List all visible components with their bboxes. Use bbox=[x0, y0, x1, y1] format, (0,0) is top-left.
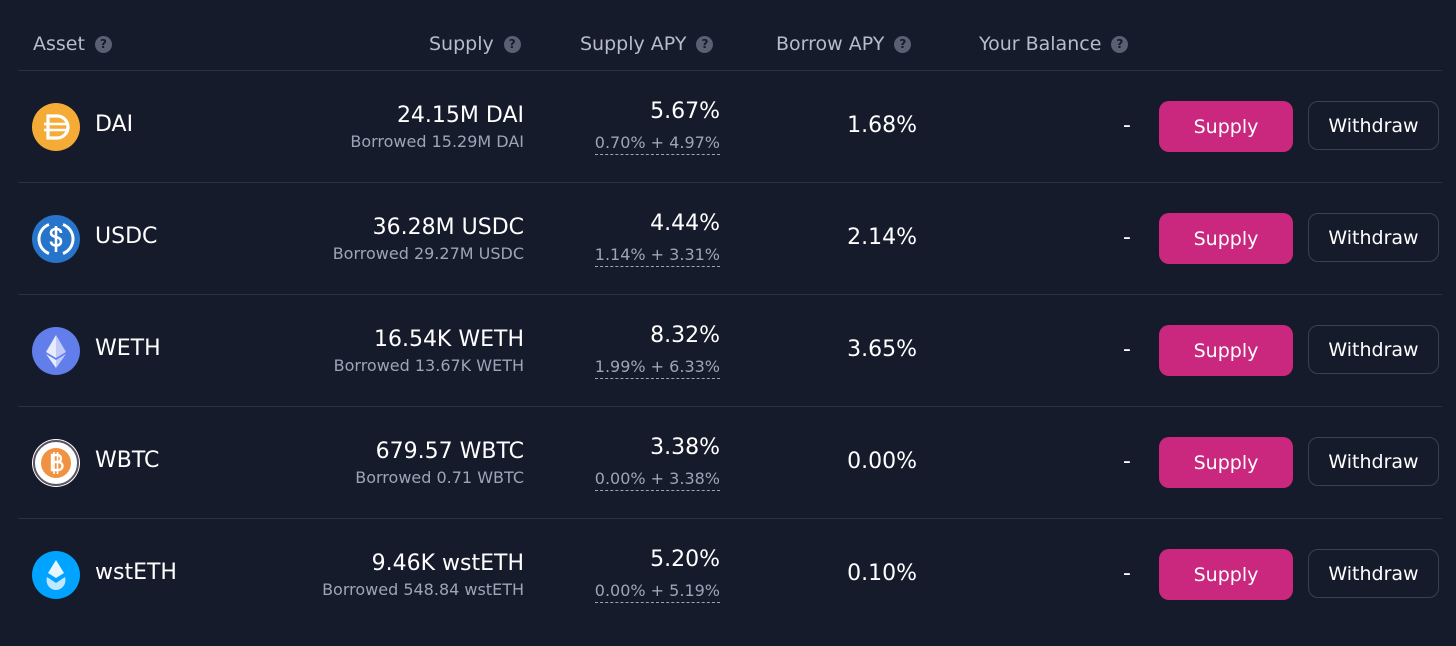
supply-button[interactable]: Supply bbox=[1159, 101, 1293, 152]
table-row: DAI 24.15M DAI Borrowed 15.29M DAI 5.67%… bbox=[18, 71, 1442, 183]
help-icon[interactable]: ? bbox=[94, 35, 112, 53]
your-balance: - bbox=[1123, 337, 1131, 362]
asset-name: WBTC bbox=[95, 448, 160, 473]
supply-button[interactable]: Supply bbox=[1159, 213, 1293, 264]
asset-name: USDC bbox=[95, 224, 158, 249]
weth-icon bbox=[32, 327, 80, 375]
supply-amount: 9.46K wstETH bbox=[371, 551, 524, 576]
withdraw-button[interactable]: Withdraw bbox=[1308, 437, 1439, 486]
header-your-balance-label: Your Balance bbox=[979, 33, 1102, 55]
header-supply-apy: Supply APY ? bbox=[580, 32, 714, 56]
header-your-balance: Your Balance ? bbox=[979, 32, 1129, 56]
help-icon[interactable]: ? bbox=[696, 35, 714, 53]
supply-amount: 16.54K WETH bbox=[373, 327, 524, 352]
table-row: wstETH 9.46K wstETH Borrowed 548.84 wstE… bbox=[18, 519, 1442, 630]
header-supply: Supply ? bbox=[429, 32, 521, 56]
help-icon[interactable]: ? bbox=[1111, 35, 1129, 53]
borrowed-amount: Borrowed 0.71 WBTC bbox=[355, 468, 524, 487]
asset-name: WETH bbox=[95, 336, 161, 361]
supply-amount: 36.28M USDC bbox=[372, 215, 524, 240]
borrow-apy: 0.00% bbox=[847, 449, 917, 474]
header-supply-apy-label: Supply APY bbox=[580, 33, 687, 55]
borrow-apy: 1.68% bbox=[847, 113, 917, 138]
table-header: Asset ? Supply ? Supply APY ? Borrow APY… bbox=[18, 0, 1442, 71]
header-asset: Asset ? bbox=[33, 32, 112, 56]
supply-apy-breakdown[interactable]: 0.00% + 3.38% bbox=[594, 469, 720, 491]
header-borrow-apy: Borrow APY ? bbox=[776, 32, 912, 56]
supply-apy-breakdown[interactable]: 1.14% + 3.31% bbox=[594, 245, 720, 267]
supply-button[interactable]: Supply bbox=[1159, 325, 1293, 376]
asset-name: wstETH bbox=[95, 560, 177, 585]
supply-apy: 5.67% bbox=[650, 99, 720, 124]
header-supply-label: Supply bbox=[429, 33, 494, 55]
supply-apy: 3.38% bbox=[650, 435, 720, 460]
withdraw-button[interactable]: Withdraw bbox=[1308, 325, 1439, 374]
borrowed-amount: Borrowed 13.67K WETH bbox=[333, 356, 524, 375]
your-balance: - bbox=[1123, 561, 1131, 586]
borrow-apy: 0.10% bbox=[847, 561, 917, 586]
withdraw-button[interactable]: Withdraw bbox=[1308, 549, 1439, 598]
supply-apy-breakdown[interactable]: 0.70% + 4.97% bbox=[594, 133, 720, 155]
table-row: USDC 36.28M USDC Borrowed 29.27M USDC 4.… bbox=[18, 183, 1442, 295]
your-balance: - bbox=[1123, 225, 1131, 250]
supply-amount: 679.57 WBTC bbox=[375, 439, 524, 464]
markets-table: Asset ? Supply ? Supply APY ? Borrow APY… bbox=[18, 0, 1442, 630]
borrowed-amount: Borrowed 15.29M DAI bbox=[350, 132, 524, 151]
borrowed-amount: Borrowed 29.27M USDC bbox=[332, 244, 524, 263]
supply-button[interactable]: Supply bbox=[1159, 437, 1293, 488]
borrowed-amount: Borrowed 548.84 wstETH bbox=[322, 580, 524, 599]
wbtc-icon bbox=[32, 439, 80, 487]
supply-apy: 4.44% bbox=[650, 211, 720, 236]
withdraw-button[interactable]: Withdraw bbox=[1308, 101, 1439, 150]
wsteth-icon bbox=[32, 551, 80, 599]
supply-amount: 24.15M DAI bbox=[396, 103, 524, 128]
help-icon[interactable]: ? bbox=[503, 35, 521, 53]
borrow-apy: 2.14% bbox=[847, 225, 917, 250]
supply-apy: 8.32% bbox=[650, 323, 720, 348]
borrow-apy: 3.65% bbox=[847, 337, 917, 362]
help-icon[interactable]: ? bbox=[894, 35, 912, 53]
asset-name: DAI bbox=[95, 112, 134, 137]
supply-apy-breakdown[interactable]: 1.99% + 6.33% bbox=[594, 357, 720, 379]
supply-button[interactable]: Supply bbox=[1159, 549, 1293, 600]
your-balance: - bbox=[1123, 113, 1131, 138]
table-row: WBTC 679.57 WBTC Borrowed 0.71 WBTC 3.38… bbox=[18, 407, 1442, 519]
withdraw-button[interactable]: Withdraw bbox=[1308, 213, 1439, 262]
table-row: WETH 16.54K WETH Borrowed 13.67K WETH 8.… bbox=[18, 295, 1442, 407]
header-asset-label: Asset bbox=[33, 33, 85, 55]
header-borrow-apy-label: Borrow APY bbox=[776, 33, 885, 55]
dai-icon bbox=[32, 103, 80, 151]
usdc-icon bbox=[32, 215, 80, 263]
supply-apy-breakdown[interactable]: 0.00% + 5.19% bbox=[594, 581, 720, 603]
supply-apy: 5.20% bbox=[650, 547, 720, 572]
your-balance: - bbox=[1123, 449, 1131, 474]
